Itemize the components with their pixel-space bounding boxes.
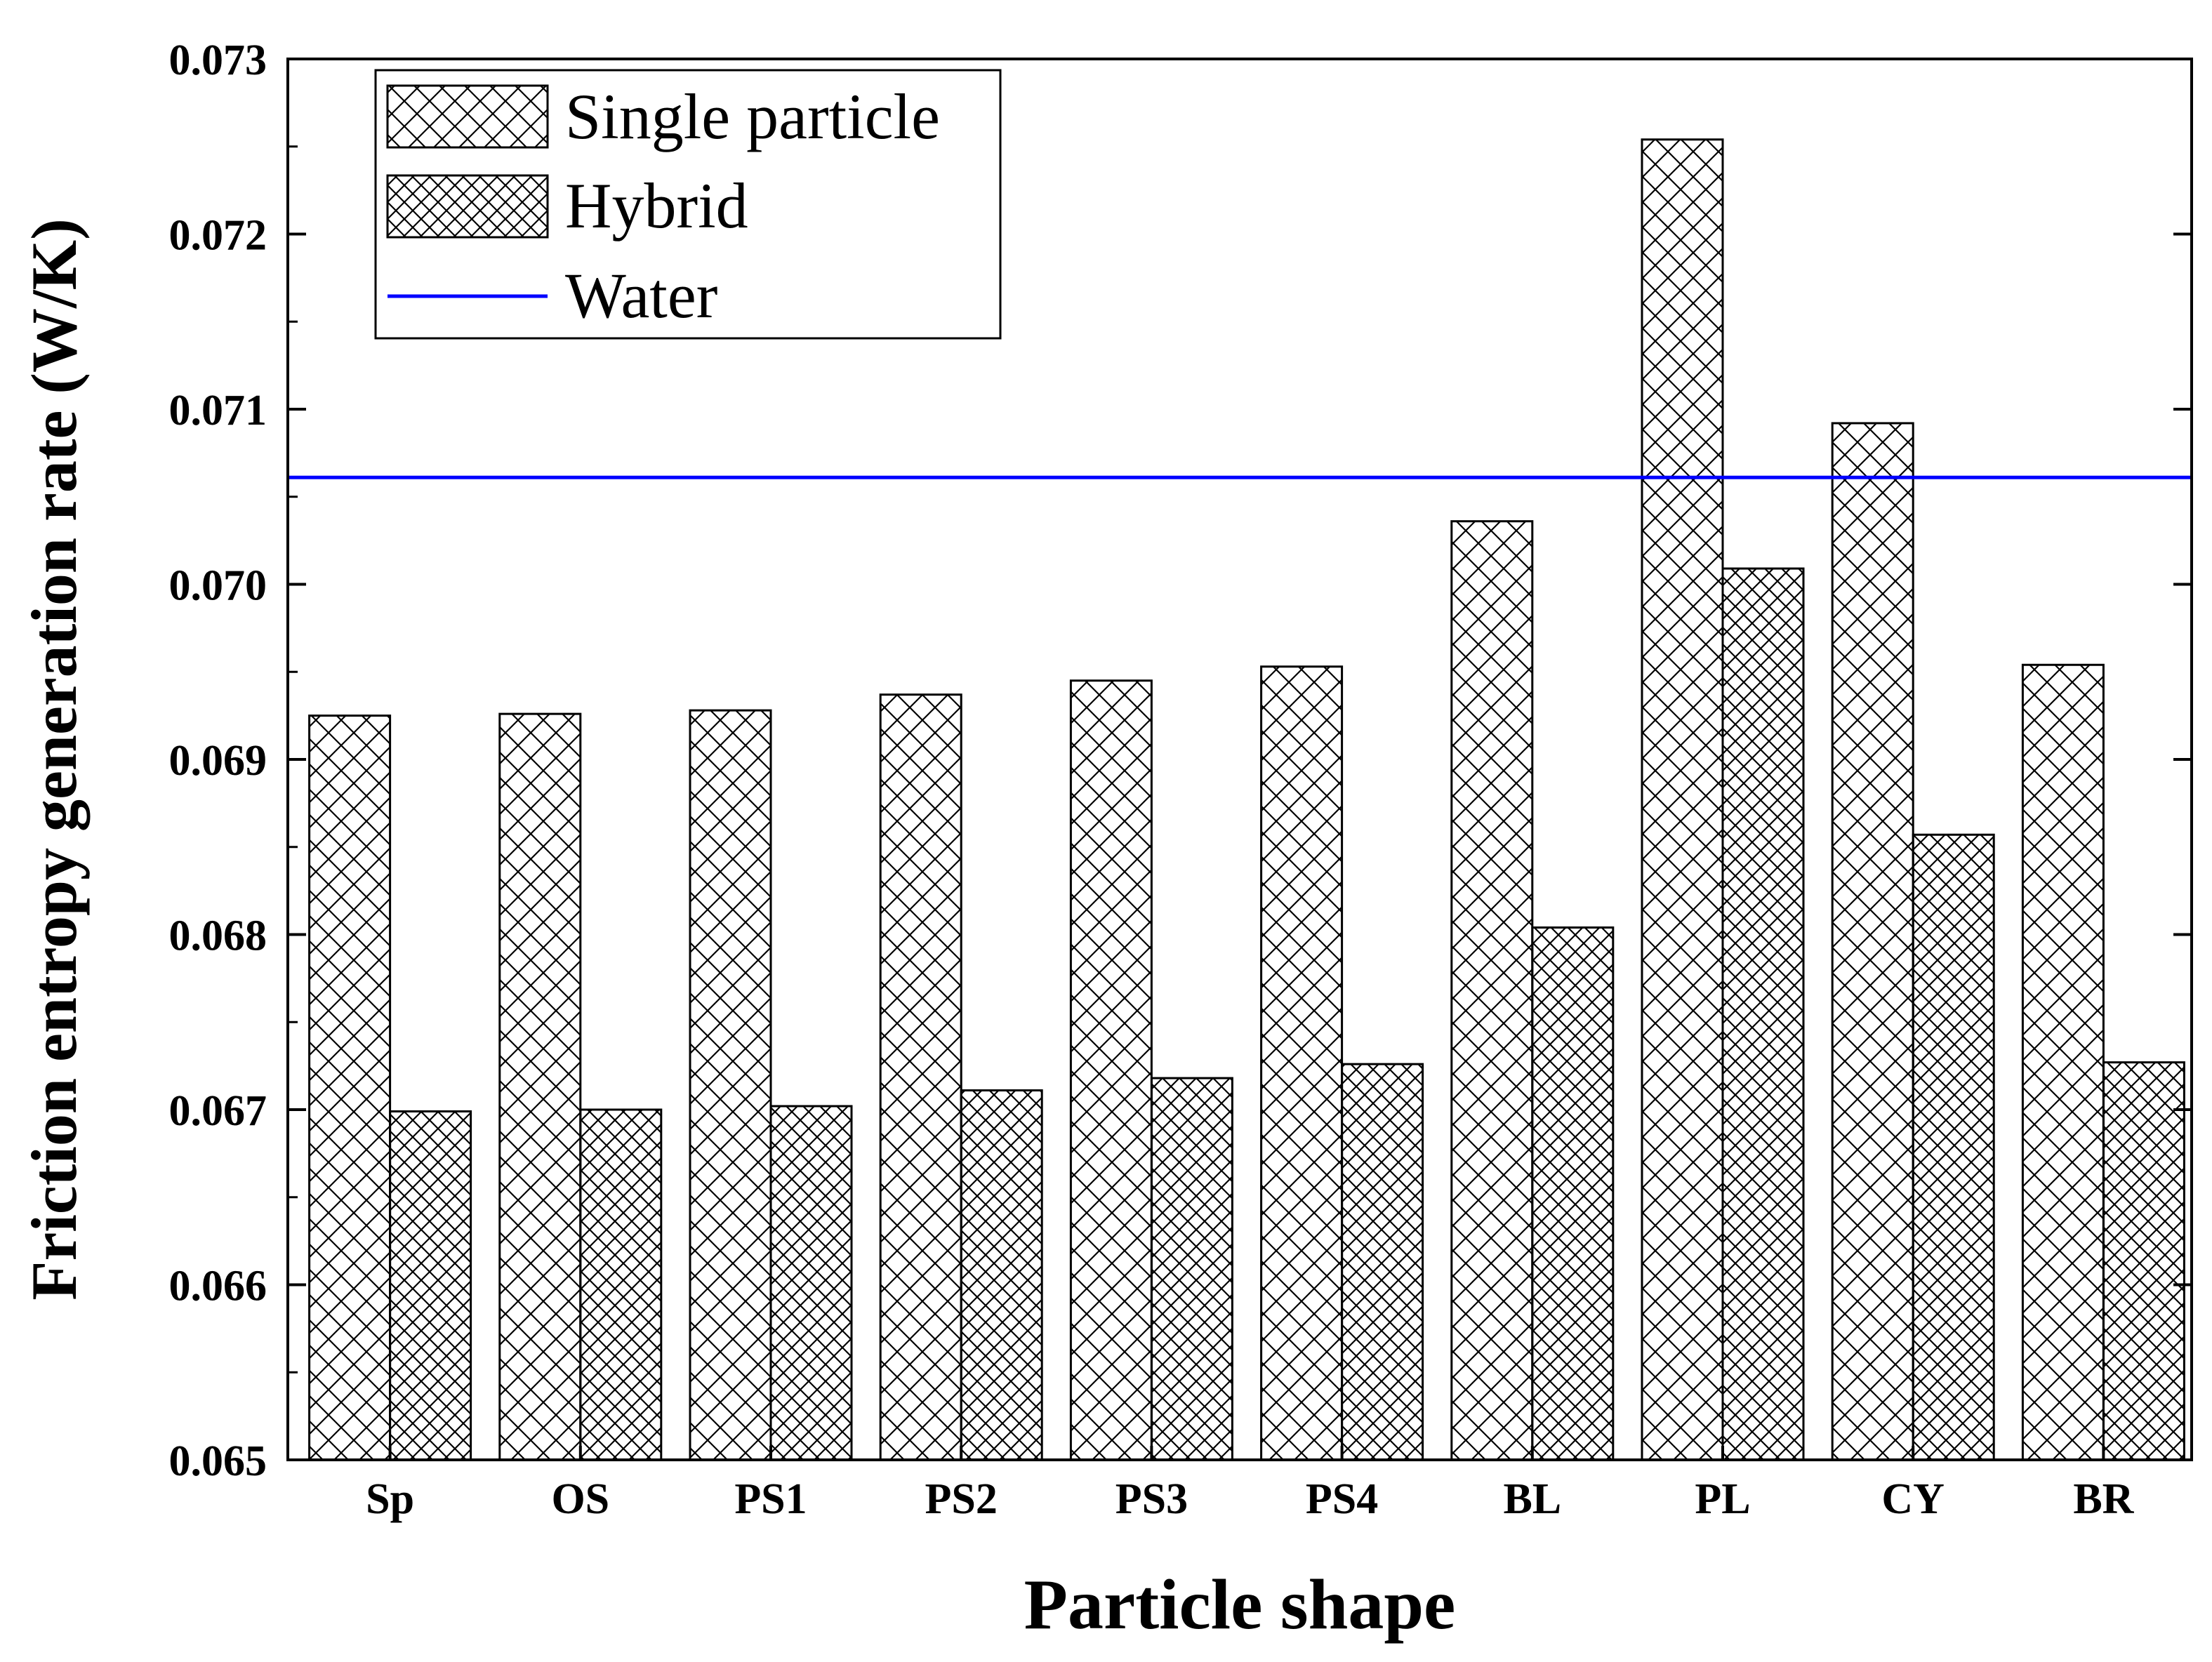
bar-hybrid-cy (1912, 833, 1995, 1461)
y-tick-label: 0.066 (169, 1263, 267, 1310)
y-axis-title: Friction entropy generation rate (W/K) (18, 218, 90, 1301)
legend-label-water: Water (565, 260, 717, 331)
bar-single-particle-ps2 (879, 693, 962, 1461)
y-tick-label: 0.071 (169, 387, 267, 434)
y-tick-label: 0.069 (169, 737, 267, 785)
x-tick-label-cy: CY (1881, 1475, 1945, 1523)
bar-hybrid-sp (389, 1110, 472, 1461)
bar-single-particle-ps4 (1260, 665, 1344, 1461)
bar-hybrid-br (2102, 1061, 2185, 1461)
y-tick-label: 0.065 (169, 1437, 267, 1485)
y-tick-label: 0.068 (169, 912, 267, 960)
y-tick-label: 0.067 (169, 1087, 267, 1135)
bar-hybrid-bl (1531, 926, 1615, 1461)
bar-single-particle-sp (308, 714, 392, 1461)
bar-single-particle-br (2021, 663, 2105, 1461)
legend: Single particle Hybrid Water (374, 69, 1002, 340)
bar-single-particle-ps1 (689, 709, 772, 1461)
bar-single-particle-bl (1450, 520, 1534, 1461)
x-tick-label-pl: PL (1695, 1475, 1750, 1523)
x-tick-label-ps3: PS3 (1115, 1475, 1188, 1523)
x-tick-label-ps2: PS2 (925, 1475, 998, 1523)
y-tick-label: 0.073 (169, 36, 267, 84)
x-axis-title: Particle shape (1024, 1565, 1456, 1644)
bar-hybrid-ps4 (1341, 1063, 1424, 1461)
y-tick-label: 0.070 (169, 562, 267, 610)
x-tick-label-sp: Sp (366, 1475, 414, 1523)
bar-single-particle-cy (1831, 422, 1914, 1461)
x-tick-label-ps4: PS4 (1306, 1475, 1378, 1523)
y-axis: 0.065 0.066 0.067 0.068 0.069 0.070 0.071 0.072… (169, 36, 2192, 1485)
x-tick-label-os: OS (551, 1475, 609, 1523)
x-axis: Sp OS PS1 PS2 PS3 PS4 BL PL CY BR (366, 1446, 2135, 1523)
legend-swatch-hybrid (386, 174, 549, 239)
bar-hybrid-pl (1721, 567, 1805, 1461)
bar-hybrid-os (579, 1108, 663, 1461)
bar-single-particle-pl (1641, 138, 1724, 1461)
y-tick-label: 0.072 (169, 212, 267, 260)
legend-swatch-single-particle (386, 84, 549, 149)
x-tick-label-bl: BL (1503, 1475, 1561, 1523)
bars-layer (308, 138, 2185, 1461)
x-tick-label-ps1: PS1 (734, 1475, 807, 1523)
bar-hybrid-ps3 (1150, 1077, 1233, 1461)
bar-single-particle-os (498, 712, 582, 1461)
legend-label-single-particle: Single particle (565, 81, 940, 152)
bar-hybrid-ps2 (960, 1089, 1043, 1461)
bar-hybrid-ps1 (769, 1105, 853, 1461)
x-tick-label-br: BR (2073, 1475, 2134, 1523)
bar-single-particle-ps3 (1069, 679, 1153, 1461)
legend-label-hybrid: Hybrid (565, 170, 748, 241)
